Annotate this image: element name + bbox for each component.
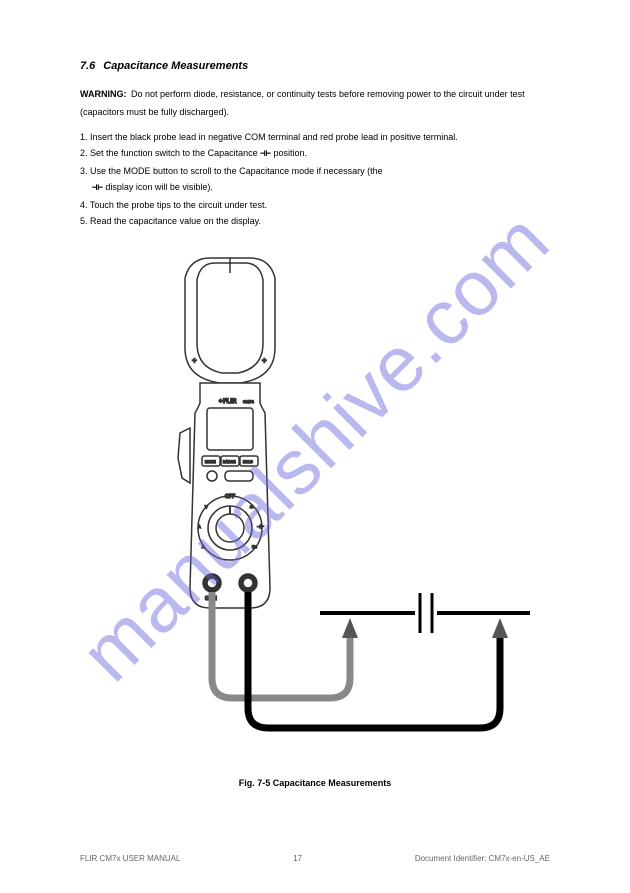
- svg-text:✦FLIR: ✦FLIR: [218, 398, 237, 405]
- svg-text:CM74: CM74: [243, 399, 254, 404]
- svg-text:A: A: [198, 524, 201, 529]
- footer-right: Document Identifier: CM7x-en-US_AE: [415, 854, 550, 863]
- probe-arrows: [342, 618, 508, 638]
- svg-text:Ω: Ω: [250, 504, 253, 509]
- svg-text:+: +: [192, 356, 197, 365]
- footer-center: 17: [293, 854, 302, 863]
- page-content: 7.6 Capacitance Measurements WARNING: Do…: [0, 0, 630, 848]
- svg-text:⊣⊢: ⊣⊢: [257, 524, 264, 529]
- svg-text:OFF: OFF: [225, 494, 235, 500]
- svg-text:HOLD: HOLD: [243, 460, 253, 464]
- figure-caption: Fig. 7-5 Capacitance Measurements: [80, 778, 550, 788]
- clamp-jaw: + +: [185, 258, 275, 383]
- section-title: Capacitance Measurements: [103, 60, 248, 72]
- footer: FLIR CM7x USER MANUAL 17 Document Identi…: [0, 854, 630, 863]
- capacitor-icon: ⊣⊢: [92, 181, 103, 195]
- step-1: 1. Insert the black probe lead in negati…: [80, 130, 550, 144]
- footer-left: FLIR CM7x USER MANUAL: [80, 854, 180, 863]
- svg-text:MODE: MODE: [205, 460, 216, 464]
- step-list: 1. Insert the black probe lead in negati…: [80, 130, 550, 228]
- section-header: 7.6 Capacitance Measurements: [80, 60, 550, 72]
- svg-text:Hz: Hz: [252, 544, 257, 549]
- meter-body: ✦FLIR CM74 MODE RANGE HOLD: [178, 383, 270, 608]
- step-3: 3. Use the MODE button to scroll to the …: [80, 164, 550, 178]
- capacitor-icon: ⊣⊢: [260, 147, 271, 161]
- step-2: 2. Set the function switch to the Capaci…: [80, 146, 550, 161]
- meter-diagram: + + ✦FLIR CM74 MODE RANGE: [130, 248, 550, 748]
- svg-text:+: +: [262, 356, 267, 365]
- svg-text:A: A: [202, 544, 205, 549]
- step-3b: ⊣⊢ display icon will be visible).: [92, 180, 550, 195]
- section-number: 7.6: [80, 60, 95, 72]
- warning-label: WARNING:: [80, 89, 127, 99]
- svg-text:RANGE: RANGE: [223, 460, 236, 464]
- warning-block: WARNING: Do not perform diode, resistanc…: [80, 84, 550, 120]
- step-4: 4. Touch the probe tips to the circuit u…: [80, 198, 550, 212]
- warning-text: Do not perform diode, resistance, or con…: [80, 89, 525, 117]
- step-5: 5. Read the capacitance value on the dis…: [80, 214, 550, 228]
- svg-text:V: V: [205, 504, 208, 509]
- diagram-container: + + ✦FLIR CM74 MODE RANGE: [80, 248, 550, 768]
